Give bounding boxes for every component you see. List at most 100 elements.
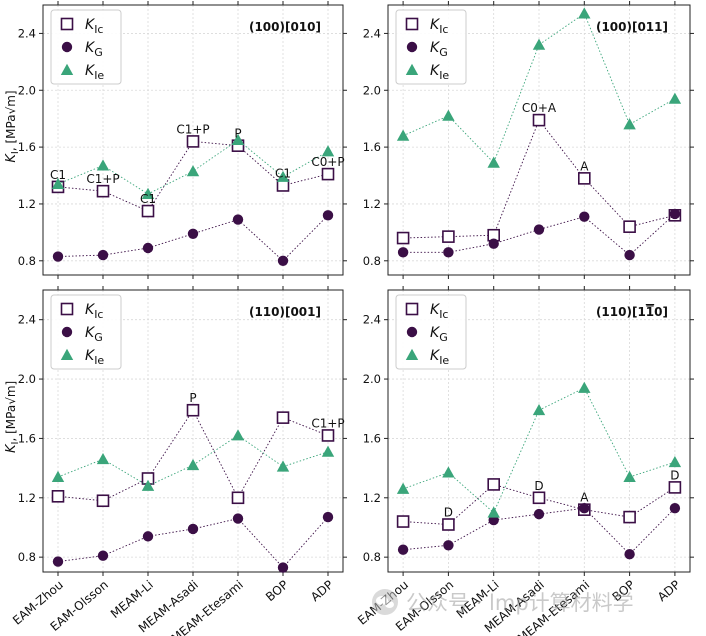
legend-label-main: K	[430, 302, 441, 318]
legend-label-main: K	[85, 63, 96, 79]
y-tick-label: 1.6	[18, 140, 36, 154]
data-point-KIe	[141, 479, 155, 491]
point-annotation: D	[444, 506, 453, 520]
legend-label-sub: G	[439, 46, 448, 59]
legend-label-sub: G	[94, 46, 103, 59]
y-tick-label: 1.2	[363, 491, 381, 505]
y-tick-label: 0.8	[363, 550, 381, 564]
legend-label-main: K	[430, 348, 441, 364]
data-point-KIe	[396, 129, 410, 141]
watermark: 公众号 · lmp计算材料学	[372, 582, 702, 622]
legend-marker	[405, 17, 419, 31]
legend-label: KIe	[85, 63, 104, 82]
legend-label-sub: G	[439, 331, 448, 344]
panel-title: (100)[010]	[249, 20, 321, 34]
data-point-KG	[187, 228, 199, 239]
data-point-KIc	[276, 411, 290, 424]
y-tick-label: 1.6	[18, 431, 36, 445]
legend-label-main: K	[430, 325, 441, 341]
data-point-KG	[443, 247, 454, 258]
y-tick-label: 0.8	[18, 254, 36, 268]
data-point-KIc	[577, 172, 591, 185]
y-tick-label: 2.0	[363, 372, 381, 386]
y-tick-label: 1.2	[18, 491, 36, 505]
data-point-KG	[142, 531, 154, 542]
data-point-KIc	[442, 518, 455, 531]
data-point-KIe	[487, 156, 500, 168]
data-point-KIe	[276, 460, 290, 472]
point-annotation: D	[670, 468, 679, 482]
legend-marker	[61, 41, 73, 53]
data-point-KIe	[141, 187, 155, 199]
y-axis-label: KI, [MPa√m]	[4, 90, 21, 162]
y-tick-label: 2.0	[363, 83, 381, 97]
point-annotation: C1+P	[311, 416, 344, 430]
data-point-KIc	[396, 231, 410, 245]
data-point-KG	[533, 508, 545, 520]
data-point-KG	[322, 511, 334, 523]
y-tick-label: 0.8	[18, 550, 36, 564]
data-point-KIe	[668, 455, 682, 468]
data-point-KIe	[276, 170, 290, 182]
legend-label-main: K	[85, 17, 96, 33]
data-point-KIc	[396, 515, 410, 528]
data-point-KG	[232, 513, 244, 524]
data-point-KIc	[442, 230, 455, 243]
panel-title-part: (110)[1	[596, 305, 646, 319]
data-point-KIc	[96, 494, 110, 508]
legend-label-main: K	[85, 40, 96, 56]
panel-title-overline: 1	[646, 305, 654, 319]
data-point-KIc	[231, 491, 245, 505]
legend-label-sub: Ic	[439, 308, 448, 321]
data-point-KIc	[141, 204, 155, 218]
panel-3: 0.81.21.62.02.4PC1+P(110)[001]KIcKGKIeKI…	[4, 286, 347, 636]
data-point-KG	[397, 247, 409, 258]
point-annotation: C1	[275, 166, 291, 180]
panel-title: (110)[001]	[249, 305, 321, 319]
y-tick-label: 2.4	[363, 26, 381, 40]
data-point-KG	[97, 550, 109, 561]
data-point-KG	[277, 562, 289, 573]
data-point-KG	[579, 502, 590, 514]
y-axis-label: KI, [MPa√m]	[4, 381, 21, 453]
point-annotation: P	[234, 127, 241, 141]
y-tick-label: 0.8	[363, 254, 381, 268]
legend-label-main: K	[430, 63, 441, 79]
legend-label: KG	[430, 325, 448, 344]
data-point-KIe	[532, 404, 546, 416]
point-annotation: P	[189, 391, 196, 405]
data-point-KIc	[96, 184, 110, 198]
y-axis-label-sub: I	[10, 151, 21, 154]
legend-marker	[60, 348, 74, 360]
data-point-KIe	[231, 133, 245, 145]
data-point-KIe	[321, 145, 335, 157]
data-point-KIe	[96, 159, 110, 171]
data-point-KIe	[578, 381, 591, 393]
legend-label-main: K	[430, 17, 441, 33]
legend-label-sub: G	[94, 331, 103, 344]
point-annotation: C1+P	[176, 122, 209, 136]
legend-label-main: K	[85, 325, 96, 341]
legend-marker	[405, 302, 419, 316]
panel-title: (100)[011]	[596, 20, 668, 34]
legend-label: KG	[85, 40, 103, 59]
data-point-KIe	[442, 109, 455, 121]
point-annotation: C1+P	[86, 172, 119, 186]
data-point-KG	[322, 210, 334, 221]
data-point-KIc	[51, 490, 65, 503]
y-tick-label: 2.0	[18, 83, 36, 97]
y-tick-label: 2.0	[18, 372, 36, 386]
legend-label-sub: Ie	[94, 69, 104, 82]
data-point-KG	[443, 540, 454, 551]
data-point-KG	[397, 544, 409, 555]
legend-marker	[60, 302, 74, 316]
data-point-KIe	[51, 177, 65, 190]
data-point-KG	[52, 556, 64, 567]
y-tick-label: 2.4	[363, 313, 381, 327]
data-point-KG	[624, 249, 635, 261]
legend-label: KIe	[430, 63, 449, 82]
